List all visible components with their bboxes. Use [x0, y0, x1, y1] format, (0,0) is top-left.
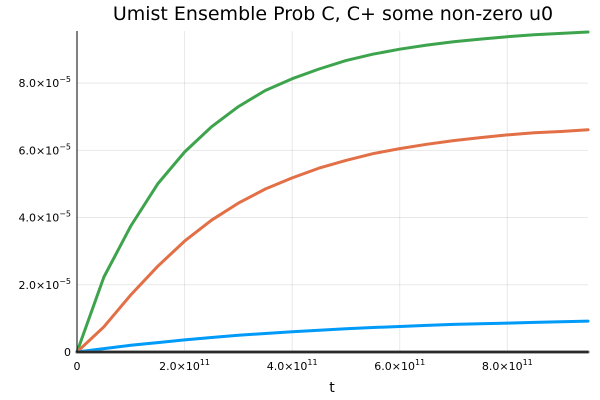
x-axis-label: t [329, 380, 335, 396]
x-tick-label-2: 4.0×1011 [267, 358, 318, 373]
x-tick-labels: 0 2.0×1011 4.0×1011 6.0×1011 8.0×1011 [74, 358, 533, 373]
series-line-3 [75, 319, 590, 354]
x-tick-label-4: 8.0×1011 [482, 358, 533, 373]
y-tick-label-3: 6.0×10−5 [18, 142, 71, 157]
series-line-1 [75, 30, 590, 354]
y-tick-label-2: 4.0×10−5 [18, 210, 71, 225]
y-tick-label-0: 0 [64, 346, 71, 359]
series-layer [75, 30, 590, 354]
x-tick-label-0: 0 [74, 360, 81, 373]
x-tick-label-1: 2.0×1011 [159, 358, 210, 373]
chart-title: Umist Ensemble Prob C, C+ some non-zero … [113, 3, 553, 25]
y-tick-labels: 0 2.0×10−5 4.0×10−5 6.0×10−5 8.0×10−5 [18, 75, 71, 359]
x-tick-label-3: 6.0×1011 [374, 358, 425, 373]
y-tick-label-1: 2.0×10−5 [18, 277, 71, 292]
axes [76, 31, 588, 353]
series-line-2 [75, 128, 590, 354]
y-tick-label-4: 8.0×10−5 [18, 75, 71, 90]
